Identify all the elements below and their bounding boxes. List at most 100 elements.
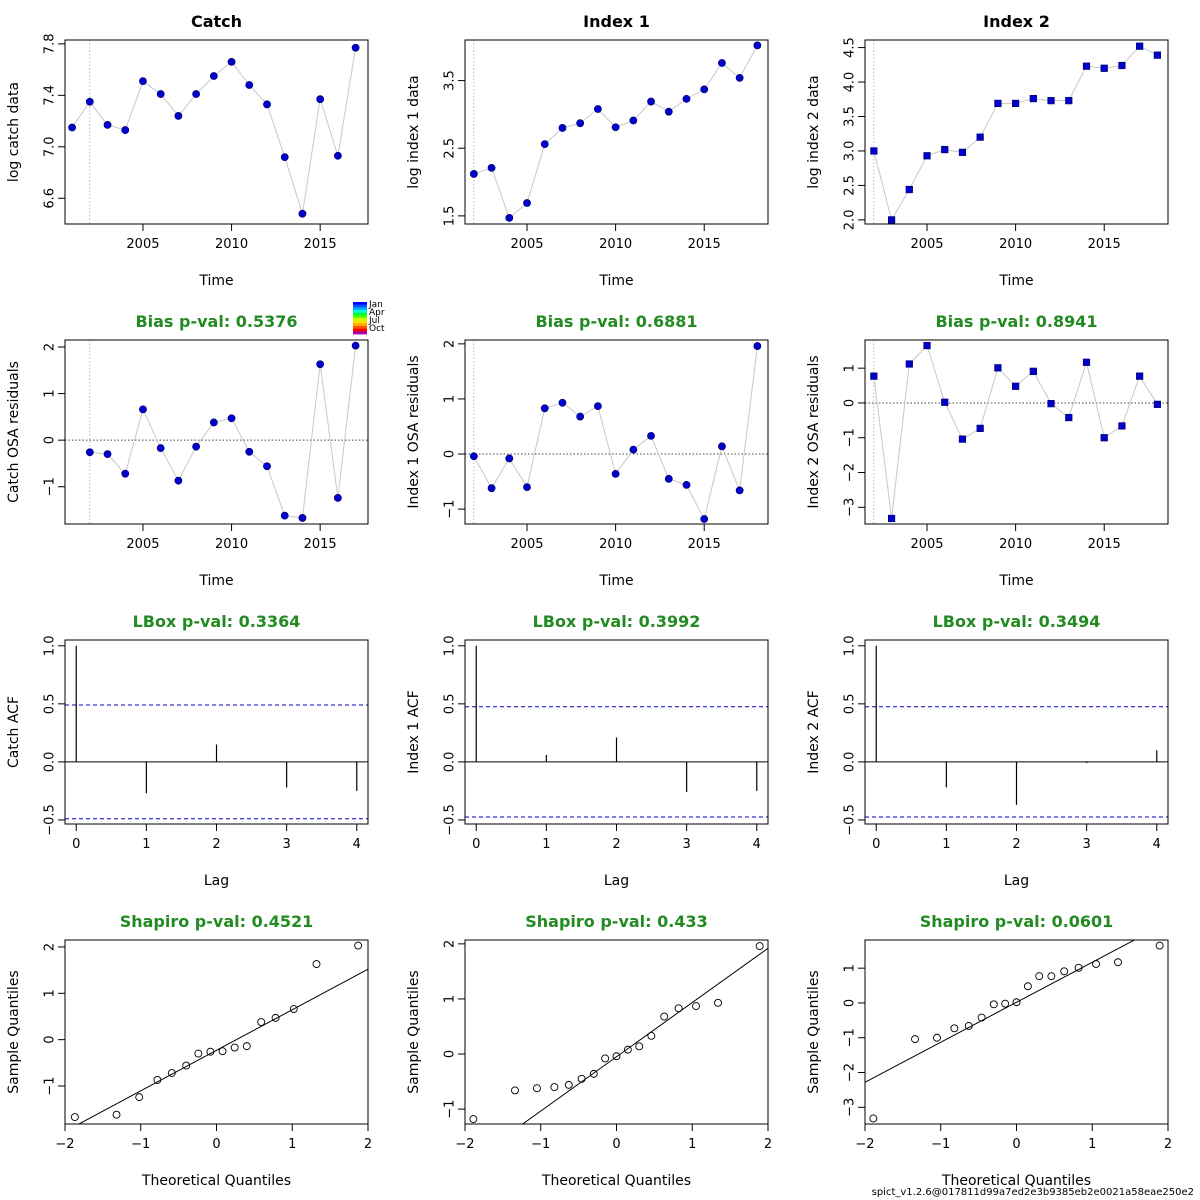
x-tick-label: 2 bbox=[1164, 1137, 1172, 1152]
qq-point bbox=[218, 1047, 227, 1056]
x-tick-label: 1 bbox=[942, 837, 950, 852]
qq-point bbox=[271, 1013, 280, 1022]
y-tick-label: −0.5 bbox=[443, 804, 458, 836]
y-tick-label: 0 bbox=[43, 436, 58, 444]
x-tick-label: 0 bbox=[72, 837, 80, 852]
data-point bbox=[1012, 99, 1020, 108]
plot-frame bbox=[464, 939, 769, 1125]
x-tick-label: 2005 bbox=[126, 537, 159, 552]
y-tick-label: 0.5 bbox=[443, 694, 458, 715]
data-point bbox=[121, 126, 130, 134]
data-point bbox=[682, 480, 691, 489]
x-axis-label: Theoretical Quantiles bbox=[941, 1173, 1091, 1189]
x-tick-label: 2010 bbox=[599, 537, 632, 552]
qq-point bbox=[1074, 963, 1083, 972]
x-tick-label: 2010 bbox=[215, 537, 248, 552]
y-tick-label: 7.4 bbox=[43, 85, 58, 106]
data-point bbox=[664, 107, 673, 116]
data-point bbox=[576, 412, 585, 421]
qq-point bbox=[1155, 941, 1164, 950]
legend-label: Oct bbox=[369, 324, 385, 334]
y-tick-label: 1 bbox=[43, 389, 58, 397]
data-point bbox=[469, 170, 478, 178]
legend-swatch bbox=[353, 315, 367, 319]
data-point bbox=[103, 450, 112, 459]
y-tick-label: −1 bbox=[443, 1100, 458, 1119]
y-tick-label: 3.0 bbox=[843, 141, 858, 162]
qq-point bbox=[933, 1033, 941, 1042]
data-point bbox=[1047, 97, 1055, 105]
data-point bbox=[121, 469, 130, 478]
x-axis-label: Time bbox=[998, 573, 1033, 589]
x-tick-label: 2 bbox=[1012, 837, 1020, 852]
data-point bbox=[156, 444, 165, 452]
version-footer: spict_v1.2.6@017811d99a7ed2e3b9385eb2e00… bbox=[871, 1187, 1194, 1198]
legend-swatch bbox=[353, 328, 367, 332]
panel-5: Bias p-val: 0.6881 2005 2010 2015 −1 0 1 2 Time I… bbox=[406, 312, 769, 589]
y-axis-label: Sample Quantiles bbox=[6, 970, 22, 1093]
qq-point bbox=[714, 998, 722, 1007]
data-point bbox=[593, 402, 602, 411]
x-axis-label: Lag bbox=[204, 873, 229, 889]
data-point bbox=[593, 105, 602, 113]
x-tick-label: 2015 bbox=[304, 537, 337, 552]
qq-point bbox=[755, 942, 764, 951]
y-tick-label: 4.0 bbox=[843, 72, 858, 93]
data-point bbox=[316, 360, 325, 369]
data-point bbox=[209, 72, 218, 80]
y-axis-label: log catch data bbox=[6, 82, 22, 182]
x-axis-label: Time bbox=[598, 573, 633, 589]
panel-9: LBox p-val: 0.3494 0 1 2 3 4 −0.5 0.0 0.5 1.0 Lag I… bbox=[806, 612, 1169, 889]
data-point bbox=[558, 124, 567, 132]
data-point bbox=[958, 435, 967, 443]
data-point bbox=[192, 442, 201, 451]
qq-point bbox=[1012, 998, 1021, 1007]
panel-6: Bias p-val: 0.8941 2005 2010 2015 −3 −2 −1 0 1 Ti… bbox=[806, 312, 1169, 589]
data-point bbox=[1118, 61, 1126, 70]
y-tick-label: −0.5 bbox=[843, 804, 858, 836]
y-axis-label: Catch ACF bbox=[6, 696, 22, 768]
y-tick-label: −2 bbox=[843, 1063, 858, 1082]
qq-reference-line bbox=[521, 947, 768, 1124]
data-point bbox=[923, 341, 931, 350]
y-tick-label: 0.5 bbox=[43, 694, 58, 715]
qq-point bbox=[511, 1086, 519, 1095]
x-tick-label: 3 bbox=[682, 837, 690, 852]
legend-swatch bbox=[353, 326, 367, 330]
panel-8: LBox p-val: 0.3992 0 1 2 3 4 −0.5 0.0 0.5 1.0 Lag I… bbox=[406, 612, 769, 889]
qq-point bbox=[194, 1049, 203, 1058]
data-point bbox=[753, 41, 762, 50]
data-point bbox=[245, 447, 254, 456]
series-line bbox=[873, 344, 1158, 519]
data-point bbox=[351, 341, 360, 350]
x-tick-label: 0 bbox=[872, 837, 880, 852]
qq-point bbox=[623, 1045, 632, 1054]
panel-title: Bias p-val: 0.5376 bbox=[135, 312, 297, 331]
qq-point bbox=[977, 1013, 986, 1022]
y-tick-label: 1.0 bbox=[443, 635, 458, 656]
qq-point bbox=[989, 1000, 998, 1009]
data-point bbox=[976, 424, 984, 432]
data-point bbox=[1100, 64, 1108, 72]
plot-frame bbox=[464, 339, 769, 525]
qq-point bbox=[950, 1024, 959, 1033]
y-axis-label: log index 1 data bbox=[406, 75, 422, 188]
qq-point bbox=[135, 1093, 144, 1102]
x-tick-label: 0 bbox=[1012, 1137, 1020, 1152]
data-point bbox=[1153, 51, 1161, 59]
y-axis-label: Sample Quantiles bbox=[806, 970, 822, 1093]
plot-frame bbox=[64, 639, 369, 825]
y-tick-label: 3.5 bbox=[443, 70, 458, 91]
data-point bbox=[994, 364, 1002, 372]
y-tick-label: 0 bbox=[443, 450, 458, 458]
plot-frame bbox=[864, 939, 1169, 1125]
x-tick-label: 2010 bbox=[999, 237, 1032, 252]
y-tick-label: −3 bbox=[843, 1098, 858, 1117]
x-tick-label: 2005 bbox=[126, 237, 159, 252]
x-tick-label: 1 bbox=[288, 1137, 296, 1152]
qq-point bbox=[647, 1031, 656, 1040]
panel-title: Index 2 bbox=[983, 12, 1050, 31]
qq-point bbox=[635, 1042, 644, 1051]
data-point bbox=[540, 404, 549, 413]
